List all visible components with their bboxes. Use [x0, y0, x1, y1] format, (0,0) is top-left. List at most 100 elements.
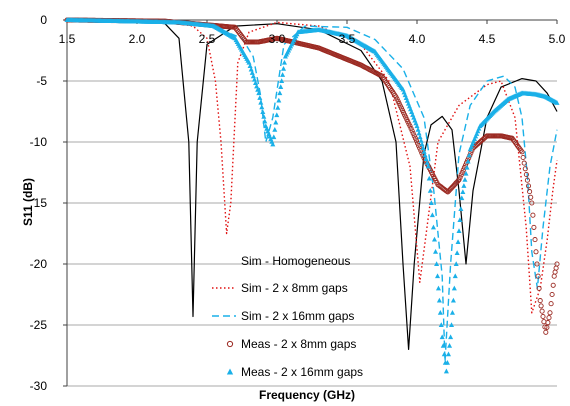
- data-point: [476, 125, 482, 131]
- data-point: [554, 100, 560, 105]
- data-point: [542, 324, 548, 330]
- series-line: [66, 19, 558, 350]
- data-point: [449, 310, 455, 315]
- x-tick-label: 5.0: [549, 32, 566, 46]
- data-point: [449, 322, 455, 327]
- legend-label: Sim - Homogeneous: [241, 254, 350, 268]
- data-point: [448, 334, 454, 340]
- series-1: [66, 19, 558, 350]
- data-point: [262, 118, 268, 124]
- data-point: [418, 147, 424, 154]
- data-point: [543, 329, 549, 335]
- data-point: [452, 273, 458, 279]
- data-point: [550, 282, 556, 288]
- legend-label: Sim - 2 x 8mm gaps: [241, 281, 348, 295]
- data-point: [277, 90, 283, 96]
- data-point: [250, 73, 256, 79]
- data-point: [469, 141, 475, 147]
- series-3: [66, 19, 558, 363]
- data-point: [256, 90, 262, 96]
- data-point: [527, 189, 533, 195]
- x-tick-label: 1.5: [59, 32, 76, 46]
- y-tick-label: -20: [30, 257, 48, 271]
- data-point: [271, 134, 277, 140]
- data-point: [454, 250, 460, 255]
- legend-swatch: [226, 340, 234, 348]
- data-point: [270, 141, 276, 147]
- data-point: [447, 342, 453, 348]
- data-point: [276, 97, 282, 103]
- data-point: [535, 273, 541, 279]
- data-point: [520, 154, 526, 161]
- data-point: [524, 177, 530, 183]
- data-point: [467, 146, 473, 152]
- data-point: [458, 206, 464, 212]
- data-point: [419, 141, 425, 147]
- data-point: [460, 189, 466, 194]
- data-point: [261, 113, 267, 119]
- legend-item: Sim - 2 x 8mm gaps: [212, 281, 348, 295]
- data-point: [441, 351, 447, 357]
- data-point: [253, 80, 259, 85]
- legend-label: Sim - 2 x 16mm gaps: [241, 309, 354, 323]
- data-point: [423, 156, 429, 162]
- data-point: [421, 148, 427, 154]
- y-tick-label: -30: [30, 379, 48, 393]
- data-point: [422, 152, 428, 158]
- data-point: [462, 177, 468, 182]
- data-point: [534, 261, 540, 267]
- legend: Sim - Homogeneous Sim - 2 x 8mm gaps Sim -…: [212, 254, 363, 379]
- y-tick-label: -25: [30, 318, 48, 332]
- data-point: [475, 128, 481, 134]
- data-point: [459, 195, 465, 201]
- data-point: [462, 162, 469, 168]
- data-point: [470, 138, 476, 144]
- data-point: [453, 261, 459, 266]
- data-point: [536, 285, 542, 291]
- data-point: [246, 59, 252, 65]
- data-point: [259, 104, 265, 110]
- series-line: [66, 19, 558, 314]
- data-point: [258, 99, 264, 105]
- data-point: [430, 224, 436, 230]
- data-point: [451, 285, 457, 291]
- data-point: [533, 249, 539, 255]
- legend-item: Meas - 2 x 8mm gaps: [226, 337, 356, 351]
- legend-label: Meas - 2 x 8mm gaps: [241, 337, 356, 351]
- data-point: [281, 59, 287, 65]
- data-point: [444, 360, 450, 365]
- data-point: [424, 159, 430, 165]
- data-point: [537, 298, 543, 304]
- data-point: [450, 297, 456, 303]
- data-point: [428, 200, 434, 205]
- data-point: [474, 131, 480, 136]
- y-axis-title: S11 (dB): [21, 178, 35, 226]
- data-point: [279, 78, 285, 83]
- data-point: [539, 308, 545, 314]
- legend-swatch: [226, 368, 234, 375]
- x-tick-label: 4.5: [479, 32, 496, 46]
- data-point: [456, 228, 462, 234]
- data-point: [409, 128, 415, 134]
- data-point: [521, 160, 527, 166]
- data-point: [414, 123, 420, 129]
- data-point: [457, 174, 463, 180]
- series-5: [64, 17, 560, 374]
- data-point: [418, 137, 424, 143]
- data-point: [547, 310, 553, 316]
- legend-item: Sim - 2 x 16mm gaps: [212, 309, 354, 323]
- data-point: [445, 351, 452, 357]
- y-tick-label: -5: [36, 74, 47, 88]
- data-point: [251, 76, 257, 82]
- data-point: [435, 285, 441, 291]
- data-point: [436, 297, 442, 303]
- data-point: [439, 334, 445, 340]
- data-point: [538, 303, 544, 309]
- data-point: [523, 171, 529, 178]
- series-line: [66, 19, 558, 363]
- data-point: [443, 368, 449, 374]
- data-point: [532, 237, 538, 243]
- data-point: [248, 66, 254, 72]
- data-point: [456, 177, 462, 183]
